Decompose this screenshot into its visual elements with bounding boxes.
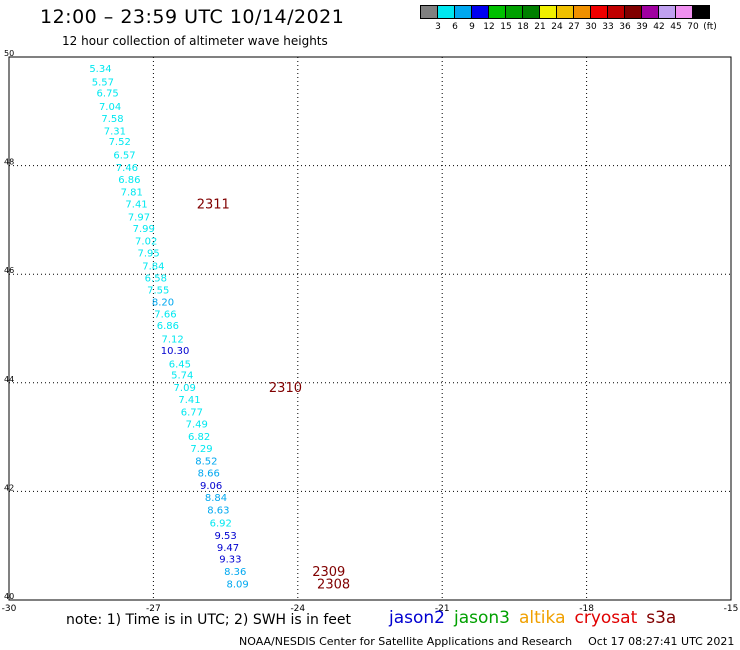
color-swatch xyxy=(692,5,710,19)
swh-point-label: 9.33 xyxy=(219,555,241,566)
swh-point-label: 9.06 xyxy=(200,481,222,492)
swh-point-label: 6.45 xyxy=(169,359,191,370)
footer-timestamp: Oct 17 08:27:41 UTC 2021 xyxy=(588,635,735,648)
color-scale-label: 12 xyxy=(483,22,495,32)
footer: NOAA/NESDIS Center for Satellite Applica… xyxy=(239,635,734,648)
color-scale-label: 33 xyxy=(602,22,614,32)
swh-point-label: 5.57 xyxy=(92,77,114,88)
swh-point-label: 7.41 xyxy=(178,395,200,406)
swh-point-label: 9.53 xyxy=(214,531,236,542)
swh-point-label: 6.86 xyxy=(118,175,140,186)
time-label: 2311 xyxy=(197,198,230,213)
color-scale-label: 70 xyxy=(687,22,699,32)
mission-label: s3a xyxy=(646,608,677,628)
swh-point-label: 8.84 xyxy=(205,493,227,504)
swh-point-label: 6.77 xyxy=(181,408,203,419)
color-scale-label: 6 xyxy=(452,22,458,32)
swh-point-label: 8.09 xyxy=(227,580,249,591)
chart-title: 12:00 – 23:59 UTC 10/14/2021 xyxy=(40,6,345,28)
swh-point-label: 10.30 xyxy=(161,346,190,357)
mission-label: jason3 xyxy=(454,608,510,628)
color-scale-label: 36 xyxy=(619,22,631,32)
plot-frame xyxy=(8,56,732,601)
x-tick-label: -30 xyxy=(2,604,17,614)
y-tick-label: 50 xyxy=(4,49,14,58)
swh-point-label: 8.66 xyxy=(198,468,220,479)
color-scale-label: 45 xyxy=(670,22,682,32)
y-tick-label: 48 xyxy=(4,158,14,167)
swh-point-label: 6.75 xyxy=(97,88,119,99)
color-scale-labels: 3 6 9 12 15 18 21 24 27 30 33 36 39 42 45 70 (ft) xyxy=(421,22,740,34)
note-text: note: 1) Time is in UTC; 2) SWH is in fe… xyxy=(66,612,352,628)
x-tick-label: -21 xyxy=(435,604,450,614)
swh-point-label: 7.99 xyxy=(133,224,155,235)
color-scale-label: 30 xyxy=(585,22,597,32)
x-tick-label: -15 xyxy=(724,604,739,614)
color-scale-label: (ft) xyxy=(703,22,717,32)
color-scale-label: 21 xyxy=(534,22,546,32)
swh-point-label: 7.81 xyxy=(121,188,143,199)
swh-point-label: 6.92 xyxy=(210,518,232,529)
time-label: 2309 xyxy=(312,565,345,580)
color-scale-label: 18 xyxy=(517,22,529,32)
y-tick-label: 40 xyxy=(4,592,14,601)
swh-point-label: 7.84 xyxy=(142,262,164,273)
swh-point-label: 8.36 xyxy=(224,567,246,578)
y-tick-label: 42 xyxy=(4,483,14,492)
mission-label: altika xyxy=(519,608,566,628)
swh-point-label: 7.41 xyxy=(125,200,147,211)
swh-point-label: 7.97 xyxy=(128,213,150,224)
time-label: 2308 xyxy=(317,578,350,593)
swh-point-label: 7.46 xyxy=(116,163,138,174)
color-scale-legend: 3 6 9 12 15 18 21 24 27 30 33 36 39 42 45 70 (ft) xyxy=(420,5,740,34)
x-tick-label: -18 xyxy=(579,604,594,614)
swh-point-label: 6.57 xyxy=(113,151,135,162)
swh-point-label: 7.95 xyxy=(137,248,159,259)
chart-subtitle: 12 hour collection of altimeter wave hei… xyxy=(62,34,328,48)
swh-point-label: 7.49 xyxy=(186,420,208,431)
swh-point-label: 7.04 xyxy=(99,102,121,113)
mission-legend: jason2 jason3 altika cryosat s3a xyxy=(389,608,685,628)
swh-point-label: 7.29 xyxy=(190,444,212,455)
mission-label: cryosat xyxy=(574,608,638,628)
mission-label: jason2 xyxy=(389,608,445,628)
swh-point-label: 8.63 xyxy=(207,505,229,516)
color-scale-label: 3 xyxy=(435,22,441,32)
color-scale-swatches xyxy=(420,5,740,19)
color-scale-label: 15 xyxy=(500,22,512,32)
swh-point-label: 7.02 xyxy=(135,237,157,248)
color-scale-label: 42 xyxy=(653,22,665,32)
swh-point-label: 9.47 xyxy=(217,543,239,554)
color-scale-label: 9 xyxy=(469,22,475,32)
swh-point-label: 7.66 xyxy=(154,309,176,320)
swh-point-label: 6.82 xyxy=(188,432,210,443)
footer-credit: NOAA/NESDIS Center for Satellite Applica… xyxy=(239,635,573,648)
x-tick-label: -27 xyxy=(146,604,161,614)
swh-point-label: 7.55 xyxy=(147,285,169,296)
color-scale-label: 27 xyxy=(568,22,580,32)
swh-point-label: 7.31 xyxy=(104,126,126,137)
swh-point-label: 7.09 xyxy=(174,383,196,394)
swh-point-label: 8.52 xyxy=(195,456,217,467)
swh-point-label: 6.86 xyxy=(157,321,179,332)
swh-point-label: 6.58 xyxy=(145,273,167,284)
y-tick-label: 44 xyxy=(4,375,14,384)
time-label: 2310 xyxy=(269,381,302,396)
swh-point-label: 5.34 xyxy=(89,64,111,75)
color-scale-label: 39 xyxy=(636,22,648,32)
y-tick-label: 46 xyxy=(4,266,14,275)
swh-point-label: 8.20 xyxy=(152,297,174,308)
swh-point-label: 7.58 xyxy=(101,114,123,125)
swh-point-label: 5.74 xyxy=(171,371,193,382)
swh-point-label: 7.52 xyxy=(109,137,131,148)
x-tick-label: -24 xyxy=(290,604,305,614)
swh-point-label: 7.12 xyxy=(162,334,184,345)
color-scale-label: 24 xyxy=(551,22,563,32)
